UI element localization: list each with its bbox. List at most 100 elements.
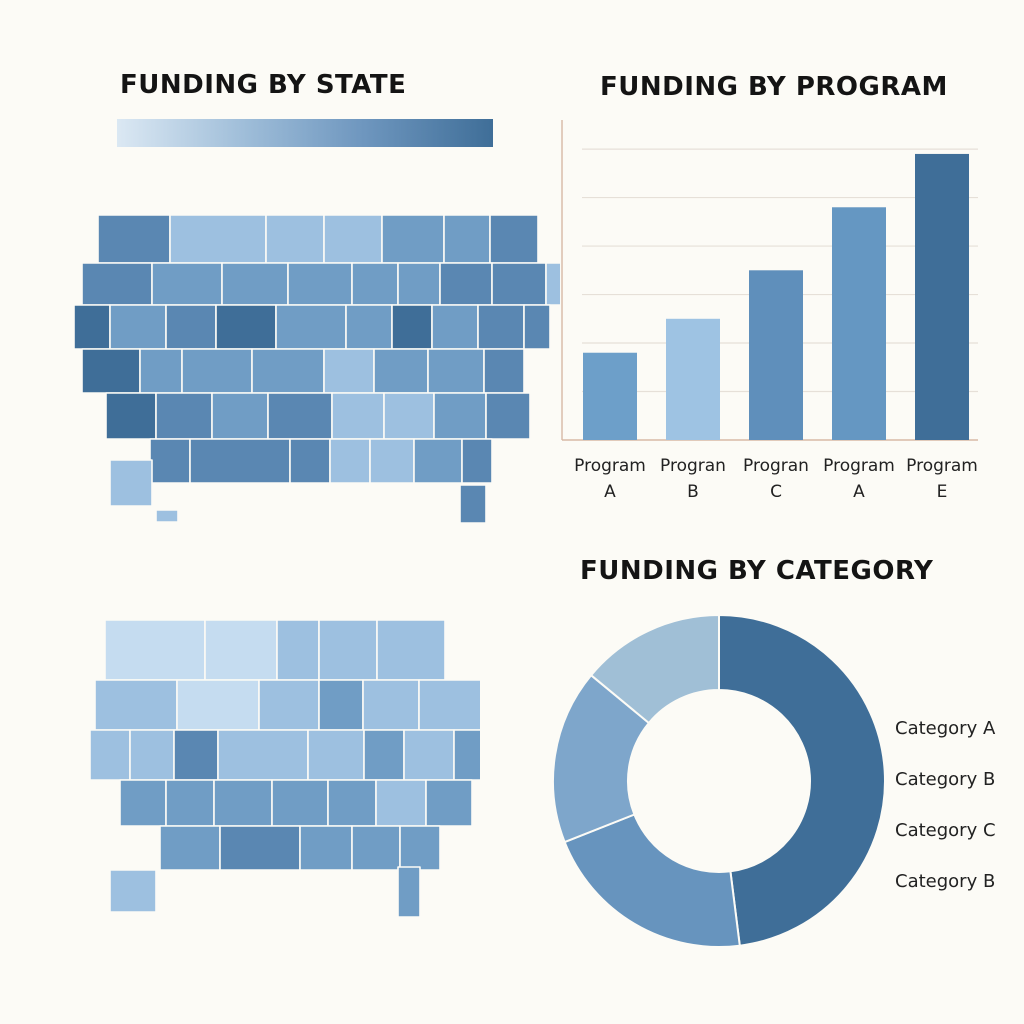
top-state-tile <box>431 304 479 350</box>
bottom-state-tile <box>363 729 405 781</box>
top-state-tile <box>373 348 429 394</box>
top-state-tile <box>351 262 399 306</box>
bottom-state-tile <box>453 729 480 781</box>
bottom-state-tile <box>104 619 206 681</box>
bottom-state-tile <box>217 729 309 781</box>
top-hawaii-tile <box>155 509 179 523</box>
us-map-bottom <box>89 619 480 918</box>
bottom-state-tile <box>213 779 273 827</box>
donut-slice-3 <box>589 613 720 725</box>
bar-tick-label: Program <box>574 456 646 476</box>
bottom-state-tile <box>376 619 446 681</box>
bottom-state-tile <box>176 679 260 731</box>
top-alaska-tile <box>109 459 153 507</box>
top-state-tile <box>369 438 415 484</box>
bottom-state-tile <box>165 779 215 827</box>
top-state-tile <box>189 438 291 484</box>
top-state-tile <box>287 262 353 306</box>
top-state-tile <box>97 214 171 264</box>
bottom-state-tile <box>362 679 420 731</box>
bar-tick-label: A <box>853 482 865 502</box>
state-map-title: FUNDING BY STATE <box>120 70 407 100</box>
top-state-tile <box>483 348 525 394</box>
bar-1 <box>666 318 720 440</box>
top-state-tile <box>331 392 385 440</box>
bar-tick-label: Progran <box>660 456 726 476</box>
bottom-state-tile <box>119 779 167 827</box>
bar-tick-label: E <box>937 482 948 502</box>
bottom-state-tile <box>299 825 353 871</box>
top-state-tile <box>169 214 267 264</box>
bottom-state-tile <box>403 729 455 781</box>
top-state-tile <box>139 348 183 394</box>
category-donut-chart: Category A Category B Category C Category B <box>552 613 996 948</box>
top-florida-tile <box>459 484 487 524</box>
top-state-tile <box>461 438 493 484</box>
top-state-tile <box>289 438 331 484</box>
bar-tick-label: C <box>770 482 782 502</box>
bottom-florida-tile <box>397 866 421 918</box>
top-state-tile <box>489 214 539 264</box>
top-state-tile <box>81 348 141 394</box>
bottom-state-tile <box>94 679 178 731</box>
top-state-tile <box>165 304 217 350</box>
us-map-top <box>73 214 560 524</box>
top-state-tile <box>149 438 191 484</box>
bottom-state-tile <box>318 619 378 681</box>
top-state-tile <box>383 392 435 440</box>
bottom-state-tile <box>271 779 329 827</box>
bottom-state-tile <box>159 825 221 871</box>
bar-tick-label: B <box>687 482 699 502</box>
top-state-tile <box>345 304 393 350</box>
bar-tick-label: Program <box>906 456 978 476</box>
program-chart-title: FUNDING BY PROGRAM <box>600 72 948 102</box>
legend-label: Category B <box>895 769 995 790</box>
top-state-tile <box>105 392 157 440</box>
top-state-tile <box>215 304 277 350</box>
bar-0 <box>583 352 637 440</box>
top-state-tile <box>211 392 269 440</box>
bottom-state-tile <box>375 779 427 827</box>
top-state-tile <box>155 392 213 440</box>
top-state-tile <box>381 214 445 264</box>
top-state-tile <box>109 304 167 350</box>
top-state-tile <box>439 262 493 306</box>
bottom-state-tile <box>418 679 480 731</box>
top-state-tile <box>391 304 433 350</box>
bottom-state-tile <box>173 729 219 781</box>
top-state-tile <box>323 348 375 394</box>
top-state-tile <box>251 348 325 394</box>
bar-tick-label: A <box>604 482 616 502</box>
top-state-tile <box>275 304 347 350</box>
legend-label: Category A <box>895 718 996 739</box>
bar-3 <box>832 207 886 440</box>
top-state-tile <box>397 262 441 306</box>
donut-slice-1 <box>563 813 741 948</box>
top-state-tile <box>485 392 531 440</box>
top-state-tile <box>433 392 487 440</box>
top-state-tile <box>545 262 560 306</box>
bottom-state-tile <box>258 679 320 731</box>
top-state-tile <box>523 304 551 350</box>
bottom-state-tile <box>89 729 131 781</box>
bar-tick-label: Program <box>823 456 895 476</box>
bottom-state-tile <box>276 619 320 681</box>
bar-4 <box>915 153 969 440</box>
bottom-state-tile <box>219 825 301 871</box>
top-state-tile <box>413 438 463 484</box>
top-state-tile <box>221 262 289 306</box>
top-state-tile <box>477 304 525 350</box>
legend-label: Category B <box>895 871 995 892</box>
top-state-tile <box>73 304 111 350</box>
program-bar-chart: Program A Progran B Progran C Program A Program E <box>561 120 978 502</box>
bottom-state-tile <box>129 729 175 781</box>
top-state-tile <box>265 214 325 264</box>
top-state-tile <box>329 438 371 484</box>
bottom-state-tile <box>425 779 473 827</box>
top-state-tile <box>491 262 547 306</box>
legend-label: Category C <box>895 820 996 841</box>
top-state-tile <box>267 392 333 440</box>
top-state-tile <box>427 348 485 394</box>
top-state-tile <box>323 214 383 264</box>
bottom-state-tile <box>327 779 377 827</box>
